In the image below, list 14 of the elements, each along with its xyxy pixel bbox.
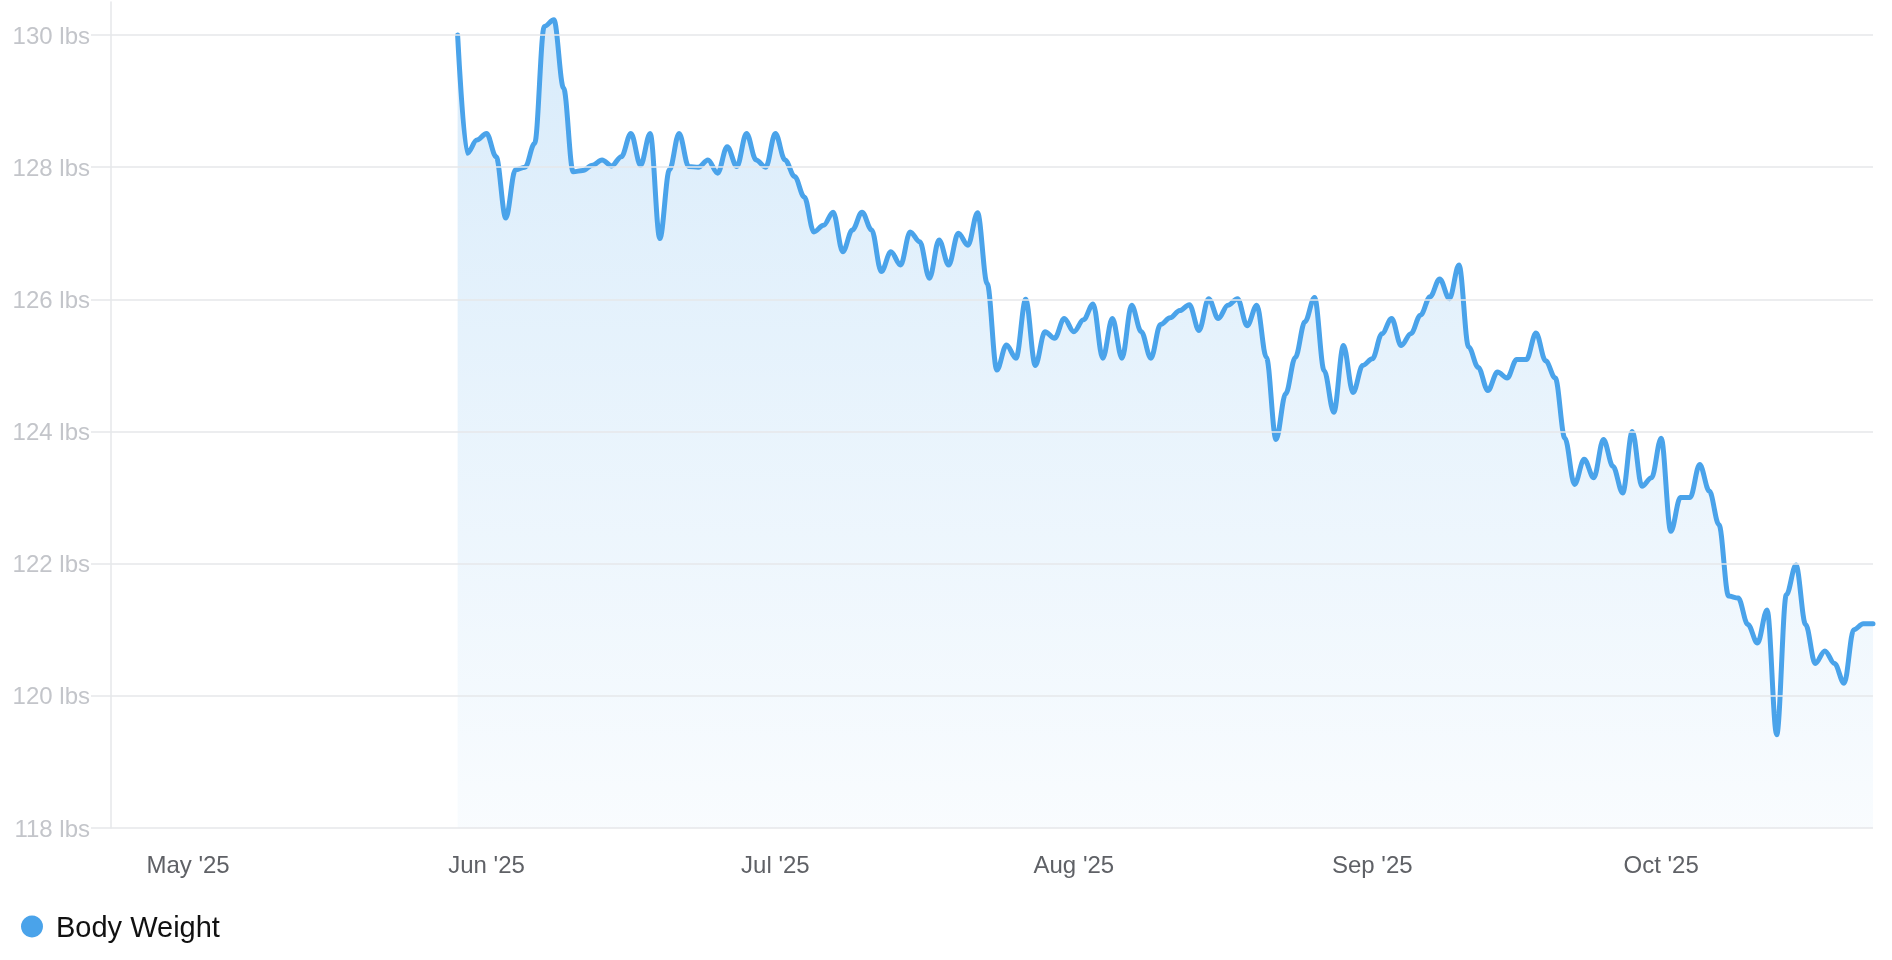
x-tick-label: Aug '25 bbox=[1033, 850, 1115, 878]
y-tick-label: 120 lbs bbox=[12, 682, 90, 710]
y-tick-label: 122 lbs bbox=[12, 550, 90, 578]
y-tick-label: 126 lbs bbox=[12, 285, 90, 313]
legend-label: Body Weight bbox=[56, 910, 220, 943]
y-tick-label: 130 lbs bbox=[12, 21, 90, 49]
y-tick-label: 124 lbs bbox=[12, 418, 90, 446]
y-tick-label: 128 lbs bbox=[12, 153, 90, 181]
x-tick-label: May '25 bbox=[146, 850, 230, 878]
x-tick-label: Jun '25 bbox=[448, 850, 525, 878]
x-tick-label: Jul '25 bbox=[741, 850, 810, 878]
x-tick-label: Oct '25 bbox=[1623, 850, 1699, 878]
y-tick-label: 118 lbs bbox=[14, 814, 90, 842]
x-tick-label: Sep '25 bbox=[1331, 850, 1413, 878]
